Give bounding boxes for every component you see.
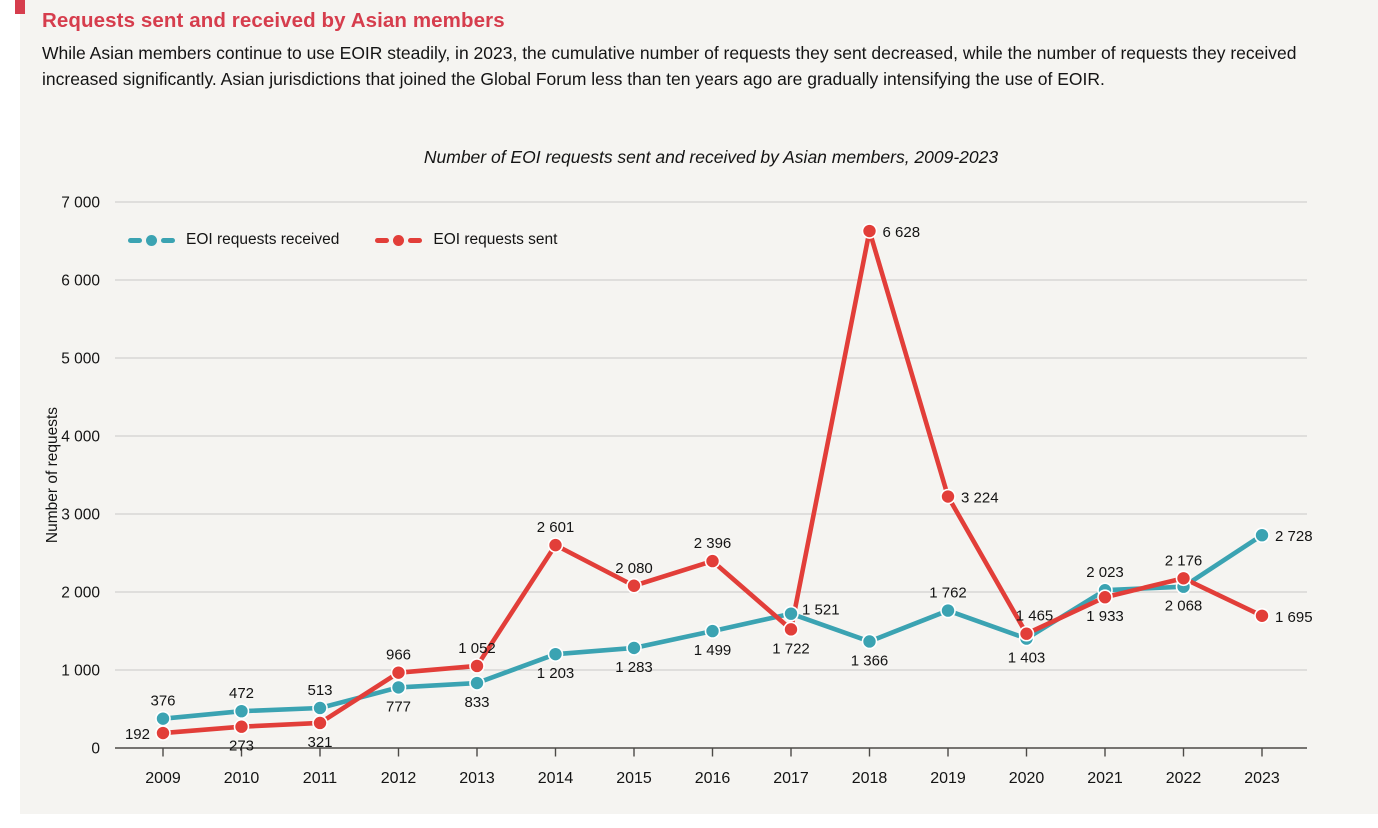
- data-point-sent-2013: [469, 658, 485, 674]
- data-point-sent-2010: [233, 718, 250, 735]
- data-point-received-2014: [547, 646, 564, 662]
- data-point-sent-2017: [783, 621, 799, 638]
- data-point-sent-2019: [940, 488, 956, 505]
- legend-label-received: EOI requests received: [186, 231, 340, 248]
- y-tick-label: 4 000: [61, 429, 100, 446]
- data-point-sent-2011: [312, 715, 328, 731]
- point-label-sent-2010: 273: [229, 738, 254, 755]
- point-label-received-2023: 2 728: [1275, 528, 1313, 545]
- data-point-received-2019: [940, 602, 956, 619]
- point-label-sent-2022: 2 176: [1165, 552, 1203, 569]
- legend-item-received: EOI requests received: [128, 231, 339, 249]
- point-label-received-2016: 1 499: [694, 642, 732, 659]
- point-label-sent-2019: 3 224: [961, 490, 999, 507]
- data-point-received-2018: [861, 633, 878, 650]
- section-heading: Requests sent and received by Asian memb…: [42, 9, 505, 32]
- chart-title: Number of EOI requests sent and received…: [423, 147, 999, 167]
- red-corner-tab: [15, 0, 25, 14]
- x-tick-label: 2016: [695, 770, 731, 787]
- x-tick-label: 2014: [538, 770, 574, 787]
- x-tick-label: 2021: [1087, 770, 1123, 787]
- data-point-received-2017: [783, 605, 799, 622]
- point-label-sent-2015: 2 080: [615, 560, 653, 577]
- data-point-received-2009: [155, 710, 171, 727]
- sent-line-marker-icon: [375, 234, 423, 246]
- point-label-received-2017: 1 722: [772, 641, 810, 658]
- point-label-sent-2012: 966: [386, 647, 411, 664]
- point-label-sent-2018: 6 628: [883, 224, 921, 241]
- x-tick-label: 2009: [145, 770, 181, 787]
- x-tick-label: 2020: [1009, 770, 1045, 787]
- x-tick-label: 2010: [224, 770, 260, 787]
- data-point-received-2023: [1254, 527, 1270, 544]
- section-paragraph: While Asian members continue to use EOIR…: [42, 43, 1297, 89]
- data-point-received-2011: [312, 700, 328, 716]
- point-label-received-2009: 376: [150, 693, 175, 710]
- x-tick-label: 2011: [303, 770, 338, 787]
- point-label-received-2013: 833: [464, 694, 489, 711]
- figure-panel: [20, 0, 1378, 814]
- data-point-sent-2015: [626, 577, 642, 594]
- x-tick-label: 2023: [1244, 770, 1280, 787]
- data-point-received-2012: [390, 679, 407, 696]
- data-point-sent-2023: [1254, 607, 1270, 624]
- data-point-sent-2018: [861, 223, 878, 239]
- data-point-sent-2009: [155, 725, 171, 741]
- point-label-sent-2020: 1 465: [1016, 608, 1054, 625]
- x-tick-label: 2012: [381, 770, 417, 787]
- data-point-sent-2022: [1175, 570, 1192, 587]
- point-label-sent-2021: 1 933: [1086, 608, 1124, 625]
- y-tick-label: 0: [91, 741, 100, 758]
- x-tick-label: 2015: [616, 770, 652, 787]
- point-label-sent-2011: 321: [307, 734, 332, 751]
- chart-legend: EOI requests received EOI requests sent: [128, 231, 557, 249]
- point-label-received-2020: 1 403: [1008, 650, 1046, 667]
- y-axis-title: Number of requests: [44, 407, 61, 543]
- point-label-sent-2014: 2 601: [537, 519, 575, 536]
- point-label-sent-2009: 192: [125, 726, 150, 743]
- x-tick-label: 2017: [773, 770, 809, 787]
- data-point-received-2016: [704, 623, 721, 639]
- point-label-received-2010: 472: [229, 685, 254, 702]
- y-tick-label: 2 000: [61, 585, 100, 602]
- point-label-sent-2017: 1 521: [802, 601, 840, 618]
- x-tick-label: 2019: [930, 770, 966, 787]
- data-point-sent-2021: [1097, 589, 1113, 606]
- point-label-received-2019: 1 762: [929, 585, 967, 602]
- y-tick-label: 1 000: [61, 663, 100, 680]
- point-label-sent-2016: 2 396: [694, 535, 732, 552]
- x-tick-label: 2013: [459, 770, 495, 787]
- point-label-sent-2023: 1 695: [1275, 609, 1313, 626]
- data-point-sent-2016: [704, 553, 721, 569]
- data-point-sent-2020: [1018, 625, 1035, 642]
- legend-item-sent: EOI requests sent: [375, 231, 557, 249]
- data-point-received-2013: [469, 675, 485, 691]
- y-tick-label: 5 000: [61, 351, 100, 368]
- point-label-received-2022: 2 068: [1165, 598, 1203, 615]
- legend-label-sent: EOI requests sent: [433, 231, 558, 248]
- point-label-sent-2013: 1 052: [458, 640, 496, 657]
- data-point-sent-2014: [547, 537, 564, 553]
- x-tick-label: 2022: [1166, 770, 1202, 787]
- y-tick-label: 7 000: [61, 195, 100, 212]
- y-tick-label: 3 000: [61, 507, 100, 524]
- point-label-received-2015: 1 283: [615, 659, 653, 676]
- data-point-received-2010: [233, 703, 250, 719]
- point-label-received-2011: 513: [307, 682, 332, 699]
- x-tick-label: 2018: [852, 770, 888, 787]
- point-label-received-2012: 777: [386, 698, 411, 715]
- received-line-marker-icon: [128, 234, 175, 246]
- y-tick-label: 6 000: [61, 273, 100, 290]
- data-point-received-2015: [626, 640, 642, 656]
- point-label-received-2014: 1 203: [537, 665, 575, 682]
- point-label-received-2021: 2 023: [1086, 564, 1124, 581]
- point-label-received-2018: 1 366: [851, 652, 889, 669]
- data-point-sent-2012: [390, 664, 407, 681]
